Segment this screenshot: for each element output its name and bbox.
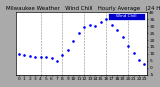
FancyBboxPatch shape <box>108 13 145 20</box>
Text: Wind Chill: Wind Chill <box>116 14 136 18</box>
Text: Milwaukee Weather   Wind Chill   Hourly Average   (24 Hours): Milwaukee Weather Wind Chill Hourly Aver… <box>5 6 160 11</box>
